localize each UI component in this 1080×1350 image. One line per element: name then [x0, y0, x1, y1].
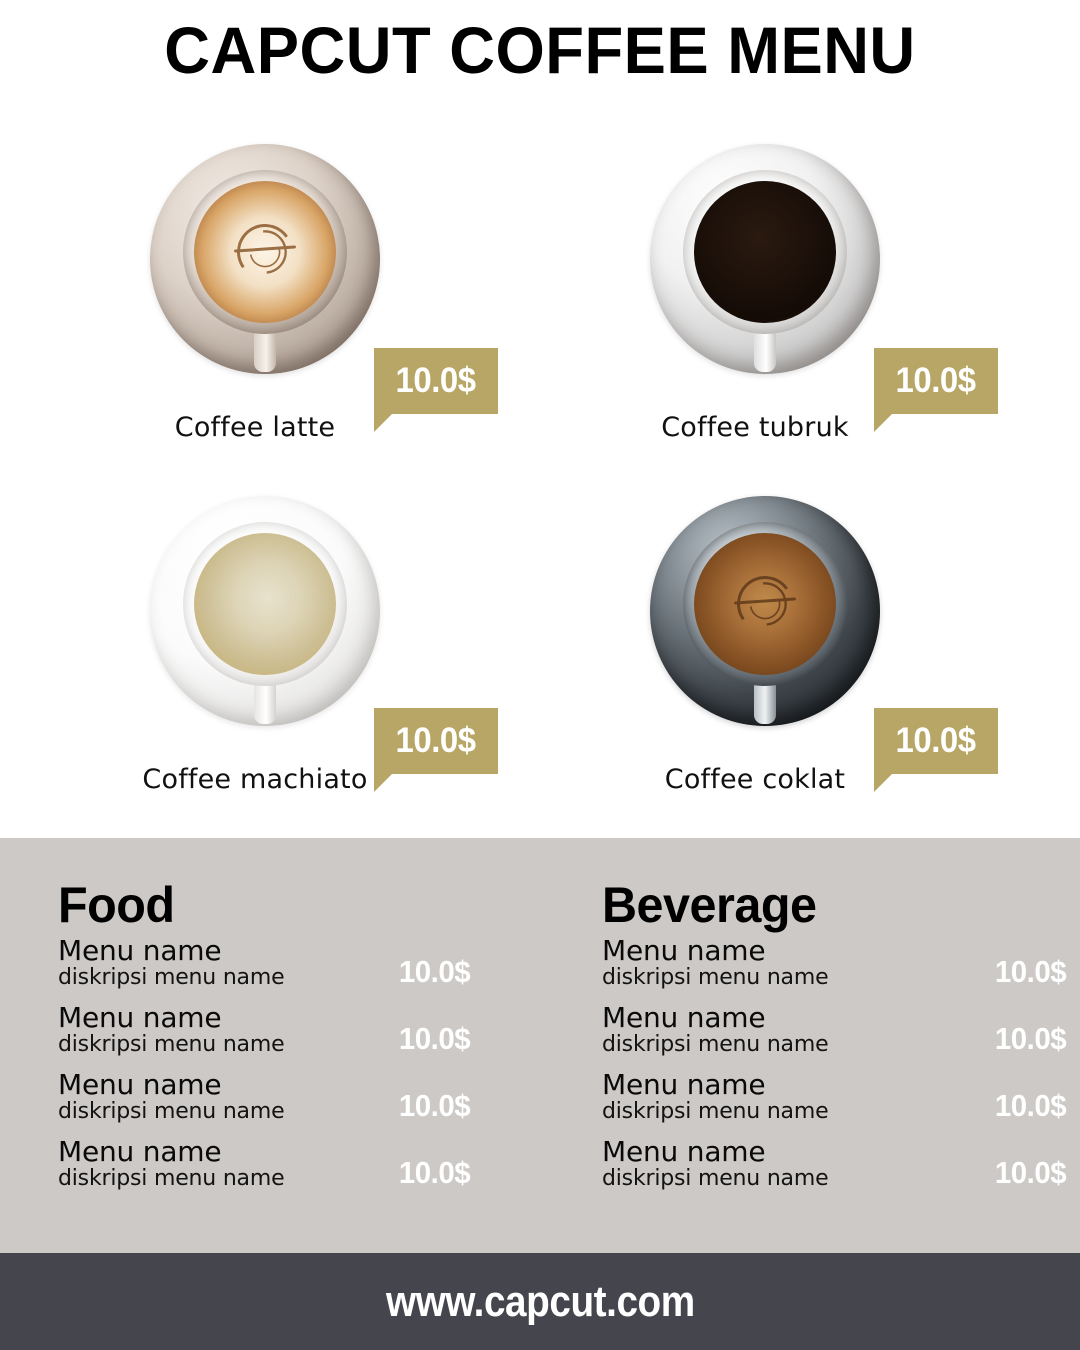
menu-item-name: Menu name [58, 1001, 222, 1034]
menu-row-text: Menu name diskripsi menu name [58, 1137, 378, 1191]
coffee-name-label: Coffee machiato [142, 764, 368, 795]
menu-row[interactable]: Menu name diskripsi menu name 10.0$ [58, 1003, 538, 1070]
menu-row-text: Menu name diskripsi menu name [58, 936, 378, 990]
menu-item-price: 10.0$ [398, 954, 471, 989]
menu-item-price: 10.0$ [994, 954, 1067, 989]
menu-row-text: Menu name diskripsi menu name [602, 1003, 922, 1057]
menu-item-description: diskripsi menu name [58, 1031, 285, 1057]
price-text: 10.0$ [396, 721, 476, 760]
price-text: 10.0$ [896, 721, 976, 760]
footer-bar: www.capcut.com [0, 1253, 1080, 1350]
menu-row[interactable]: Menu name diskripsi menu name 10.0$ [58, 1137, 538, 1204]
menu-row[interactable]: Menu name diskripsi menu name 10.0$ [602, 1137, 1080, 1204]
coffee-card-latte[interactable]: 10.0$ Coffee latte [40, 140, 540, 490]
cup-shape [183, 522, 347, 686]
menu-item-description: diskripsi menu name [602, 1165, 829, 1191]
section-title: Food [58, 877, 175, 933]
menu-row[interactable]: Menu name diskripsi menu name 10.0$ [602, 1070, 1080, 1137]
menu-row[interactable]: Menu name diskripsi menu name 10.0$ [58, 1070, 538, 1137]
coffee-card-tubruk[interactable]: 10.0$ Coffee tubruk [540, 140, 1040, 490]
price-text: 10.0$ [396, 361, 476, 400]
coffee-liquid-shape [694, 533, 836, 675]
coffee-card-coklat[interactable]: 10.0$ Coffee coklat [540, 492, 1040, 842]
menu-row-text: Menu name diskripsi menu name [58, 1003, 378, 1057]
price-text: 10.0$ [896, 361, 976, 400]
menu-item-name: Menu name [58, 1068, 222, 1101]
cup-handle-shape [754, 330, 776, 372]
menu-row-text: Menu name diskripsi menu name [602, 936, 922, 990]
cup-handle-shape [254, 682, 276, 724]
coffee-liquid-shape [194, 533, 336, 675]
menu-item-name: Menu name [602, 934, 766, 967]
coffee-liquid-shape [194, 181, 336, 323]
menu-item-price: 10.0$ [398, 1155, 471, 1190]
menu-section-beverage: Beverage Menu name diskripsi menu name 1… [602, 880, 1080, 1204]
menu-item-name: Menu name [602, 1135, 766, 1168]
menu-item-description: diskripsi menu name [602, 1098, 829, 1124]
menu-item-price: 10.0$ [994, 1021, 1067, 1056]
menu-item-price: 10.0$ [994, 1088, 1067, 1123]
price-badge: 10.0$ [374, 348, 498, 432]
cup-shape [683, 170, 847, 334]
menu-item-description: diskripsi menu name [602, 964, 829, 990]
coffee-grid: 10.0$ Coffee latte 10.0$ Coffee tubruk [0, 140, 1080, 840]
page-title: CAPCUT COFFEE MENU [164, 13, 916, 87]
menu-item-description: diskripsi menu name [58, 1098, 285, 1124]
coffee-name-label: Coffee tubruk [661, 412, 849, 443]
menu-row-text: Menu name diskripsi menu name [602, 1070, 922, 1124]
menu-item-name: Menu name [58, 934, 222, 967]
cup-handle-shape [754, 682, 776, 724]
menu-row[interactable]: Menu name diskripsi menu name 10.0$ [602, 936, 1080, 1003]
latte-art-rosetta-icon [217, 212, 313, 292]
website-url[interactable]: www.capcut.com [385, 1276, 695, 1326]
coffee-cup-machiato-icon [150, 496, 380, 742]
latte-art-rosetta-icon [717, 564, 813, 644]
menu-row-text: Menu name diskripsi menu name [58, 1070, 378, 1124]
menu-row[interactable]: Menu name diskripsi menu name 10.0$ [602, 1003, 1080, 1070]
menu-row[interactable]: Menu name diskripsi menu name 10.0$ [58, 936, 538, 1003]
menu-item-description: diskripsi menu name [602, 1031, 829, 1057]
coffee-card-machiato[interactable]: 10.0$ Coffee machiato [40, 492, 540, 842]
coffee-name-label: Coffee latte [174, 412, 336, 443]
cup-shape [683, 522, 847, 686]
coffee-liquid-shape [694, 181, 836, 323]
menu-section-food: Food Menu name diskripsi menu name 10.0$… [58, 880, 538, 1204]
menu-item-name: Menu name [602, 1068, 766, 1101]
price-badge: 10.0$ [374, 708, 498, 792]
menu-item-price: 10.0$ [994, 1155, 1067, 1190]
menu-item-price: 10.0$ [398, 1021, 471, 1056]
coffee-cup-coklat-icon [650, 496, 880, 742]
coffee-cup-latte-icon [150, 144, 380, 390]
menu-row-text: Menu name diskripsi menu name [602, 1137, 922, 1191]
menu-item-name: Menu name [602, 1001, 766, 1034]
section-title: Beverage [602, 877, 817, 933]
menu-item-description: diskripsi menu name [58, 1165, 285, 1191]
menu-columns: Food Menu name diskripsi menu name 10.0$… [0, 838, 1080, 1253]
cup-handle-shape [254, 330, 276, 372]
menu-item-price: 10.0$ [398, 1088, 471, 1123]
menu-item-description: diskripsi menu name [58, 964, 285, 990]
price-badge: 10.0$ [874, 708, 998, 792]
price-badge: 10.0$ [874, 348, 998, 432]
coffee-cup-tubruk-icon [650, 144, 880, 390]
menu-panel: Food Menu name diskripsi menu name 10.0$… [0, 838, 1080, 1253]
menu-item-name: Menu name [58, 1135, 222, 1168]
cup-shape [183, 170, 347, 334]
coffee-name-label: Coffee coklat [664, 764, 846, 795]
